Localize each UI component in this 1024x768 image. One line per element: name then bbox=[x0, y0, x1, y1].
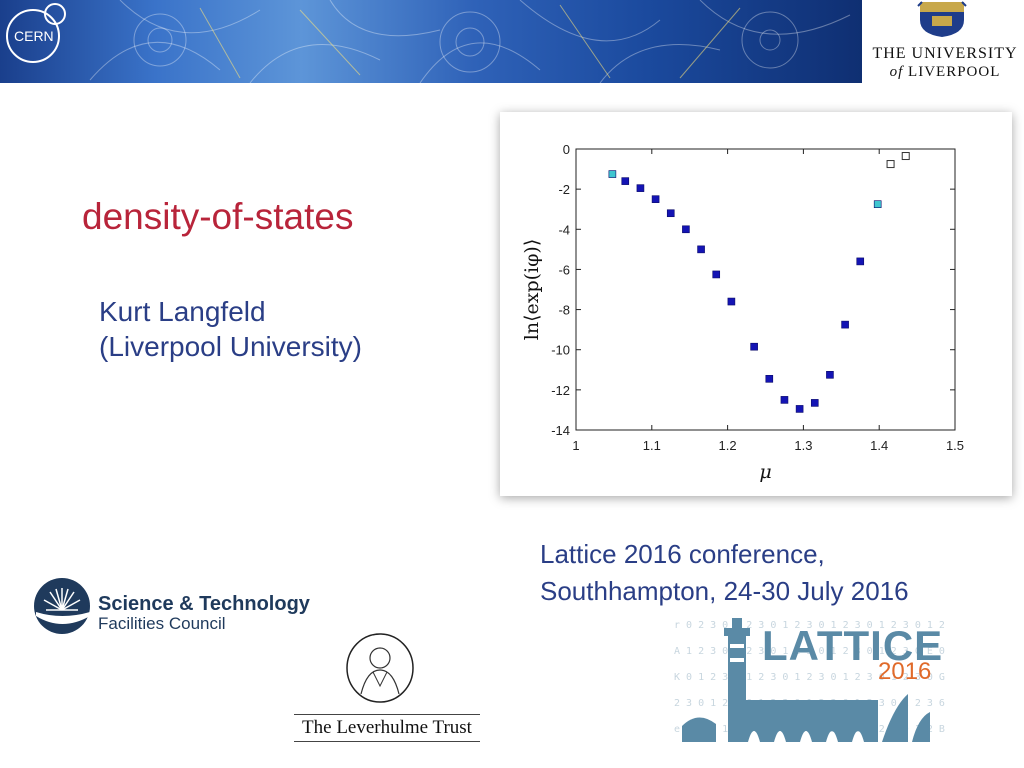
data-point-cyan-square bbox=[608, 170, 617, 178]
cern-logo: CERN bbox=[6, 3, 66, 63]
y-tick-label: -12 bbox=[551, 383, 570, 398]
header-banner: CERN bbox=[0, 0, 862, 83]
stfc-name-line2: Facilities Council bbox=[98, 614, 226, 633]
author-affiliation: (Liverpool University) bbox=[99, 331, 362, 362]
data-point-filled-square bbox=[727, 297, 736, 306]
university-name-line2: of LIVERPOOL bbox=[866, 64, 1024, 81]
university-name-liverpool: LIVERPOOL bbox=[908, 64, 1001, 80]
data-point-filled-square bbox=[841, 320, 849, 329]
y-tick-label: -10 bbox=[551, 343, 570, 358]
x-tick-label: 1 bbox=[572, 438, 579, 453]
leverhulme-trust-logo: The Leverhulme Trust bbox=[292, 632, 482, 744]
lattice-2016-logo: r 0 2 3 0 1 2 3 0 1 2 3 0 1 2 3 0 1 2 3 … bbox=[668, 614, 957, 760]
svg-text:K 0 1 2 3 0 1 2 3 0 1 2 3 0 1: K 0 1 2 3 0 1 2 3 0 1 2 3 0 1 2 3 0 1 2 … bbox=[674, 672, 945, 683]
data-point-filled-square bbox=[765, 375, 774, 383]
slide-title: density-of-states bbox=[82, 196, 354, 237]
conference-place-date: Southhampton, 24-30 July 2016 bbox=[540, 576, 909, 606]
university-of-liverpool-logo: THE UNIVERSITY of LIVERPOOL bbox=[862, 0, 1024, 90]
data-point-filled-square bbox=[750, 342, 758, 351]
x-axis-label: μ bbox=[759, 461, 771, 483]
conference-block: Lattice 2016 conference, Southhampton, 2… bbox=[540, 536, 909, 610]
lattice-skyline-graphic: r 0 2 3 0 1 2 3 0 1 2 3 0 1 2 3 0 1 2 3 … bbox=[674, 618, 957, 742]
cern-logo-text: CERN bbox=[14, 28, 54, 44]
stfc-logo: Science & Technology Facilities Council bbox=[32, 576, 310, 636]
lattice-logo-year: 2016 bbox=[878, 658, 932, 685]
data-point-filled-square bbox=[651, 195, 660, 203]
y-tick-label: -8 bbox=[558, 303, 570, 318]
y-tick-label: -4 bbox=[558, 222, 570, 237]
data-point-filled-square bbox=[856, 257, 865, 266]
data-point-open-square bbox=[886, 160, 895, 169]
data-point-filled-square bbox=[795, 405, 804, 413]
liverpool-crest-icon bbox=[917, 1, 967, 37]
leverhulme-portrait-icon bbox=[346, 633, 414, 703]
author-block: Kurt Langfeld (Liverpool University) bbox=[99, 294, 362, 364]
data-point-filled-square bbox=[621, 177, 630, 185]
data-point-filled-square bbox=[780, 396, 789, 404]
x-tick-label: 1.4 bbox=[870, 438, 888, 453]
x-tick-label: 1.2 bbox=[719, 438, 737, 453]
y-tick-label: -14 bbox=[551, 423, 570, 438]
x-tick-label: 1.3 bbox=[794, 438, 812, 453]
leverhulme-trust-text: The Leverhulme Trust bbox=[294, 714, 480, 742]
svg-text:A 1 2 3 0 1 2 3 0 1 2 3 0 1 2: A 1 2 3 0 1 2 3 0 1 2 3 0 1 2 3 0 1 2 3 … bbox=[674, 646, 945, 657]
particle-tracks-graphic bbox=[89, 0, 851, 83]
university-name-line1: THE UNIVERSITY bbox=[872, 45, 1018, 62]
stfc-name-line1: Science & Technology bbox=[98, 593, 310, 615]
data-point-filled-square bbox=[636, 184, 645, 192]
data-point-filled-square bbox=[826, 371, 834, 379]
y-tick-label: 0 bbox=[563, 142, 570, 157]
svg-text:r 0 2 3 0 1 2 3 0 1 2 3 0 1 2: r 0 2 3 0 1 2 3 0 1 2 3 0 1 2 3 0 1 2 3 … bbox=[674, 620, 950, 631]
phase-factor-chart: 1 1.1 1.2 1.3 1.4 1.5 0 -2 -4 -6 -8 -10 -12 -14 μ ln⟨ex… bbox=[521, 142, 964, 483]
data-point-filled-square bbox=[712, 270, 721, 279]
data-point-filled-square bbox=[682, 225, 690, 234]
data-point-open-square bbox=[901, 152, 910, 161]
y-axis-label: ln⟨exp(iφ)⟩ bbox=[521, 239, 543, 340]
x-tick-label: 1.1 bbox=[643, 438, 661, 453]
university-name-of: of bbox=[889, 64, 904, 80]
y-tick-label: -2 bbox=[558, 182, 570, 197]
author-name: Kurt Langfeld bbox=[99, 296, 266, 327]
x-tick-label: 1.5 bbox=[946, 438, 964, 453]
data-point-filled-square bbox=[697, 245, 705, 254]
data-point-cyan-square bbox=[873, 200, 882, 208]
lattice-logo-title: LATTICE bbox=[762, 622, 944, 669]
chart-card: 1 1.1 1.2 1.3 1.4 1.5 0 -2 -4 -6 -8 -10 -12 -14 μ ln⟨ex… bbox=[500, 112, 1012, 496]
data-point-filled-square bbox=[810, 399, 819, 407]
data-point-filled-square bbox=[666, 209, 675, 218]
conference-name: Lattice 2016 conference, bbox=[540, 539, 825, 569]
plot-frame bbox=[575, 148, 956, 431]
stfc-globe-icon bbox=[34, 578, 90, 634]
y-tick-label: -6 bbox=[558, 262, 570, 277]
